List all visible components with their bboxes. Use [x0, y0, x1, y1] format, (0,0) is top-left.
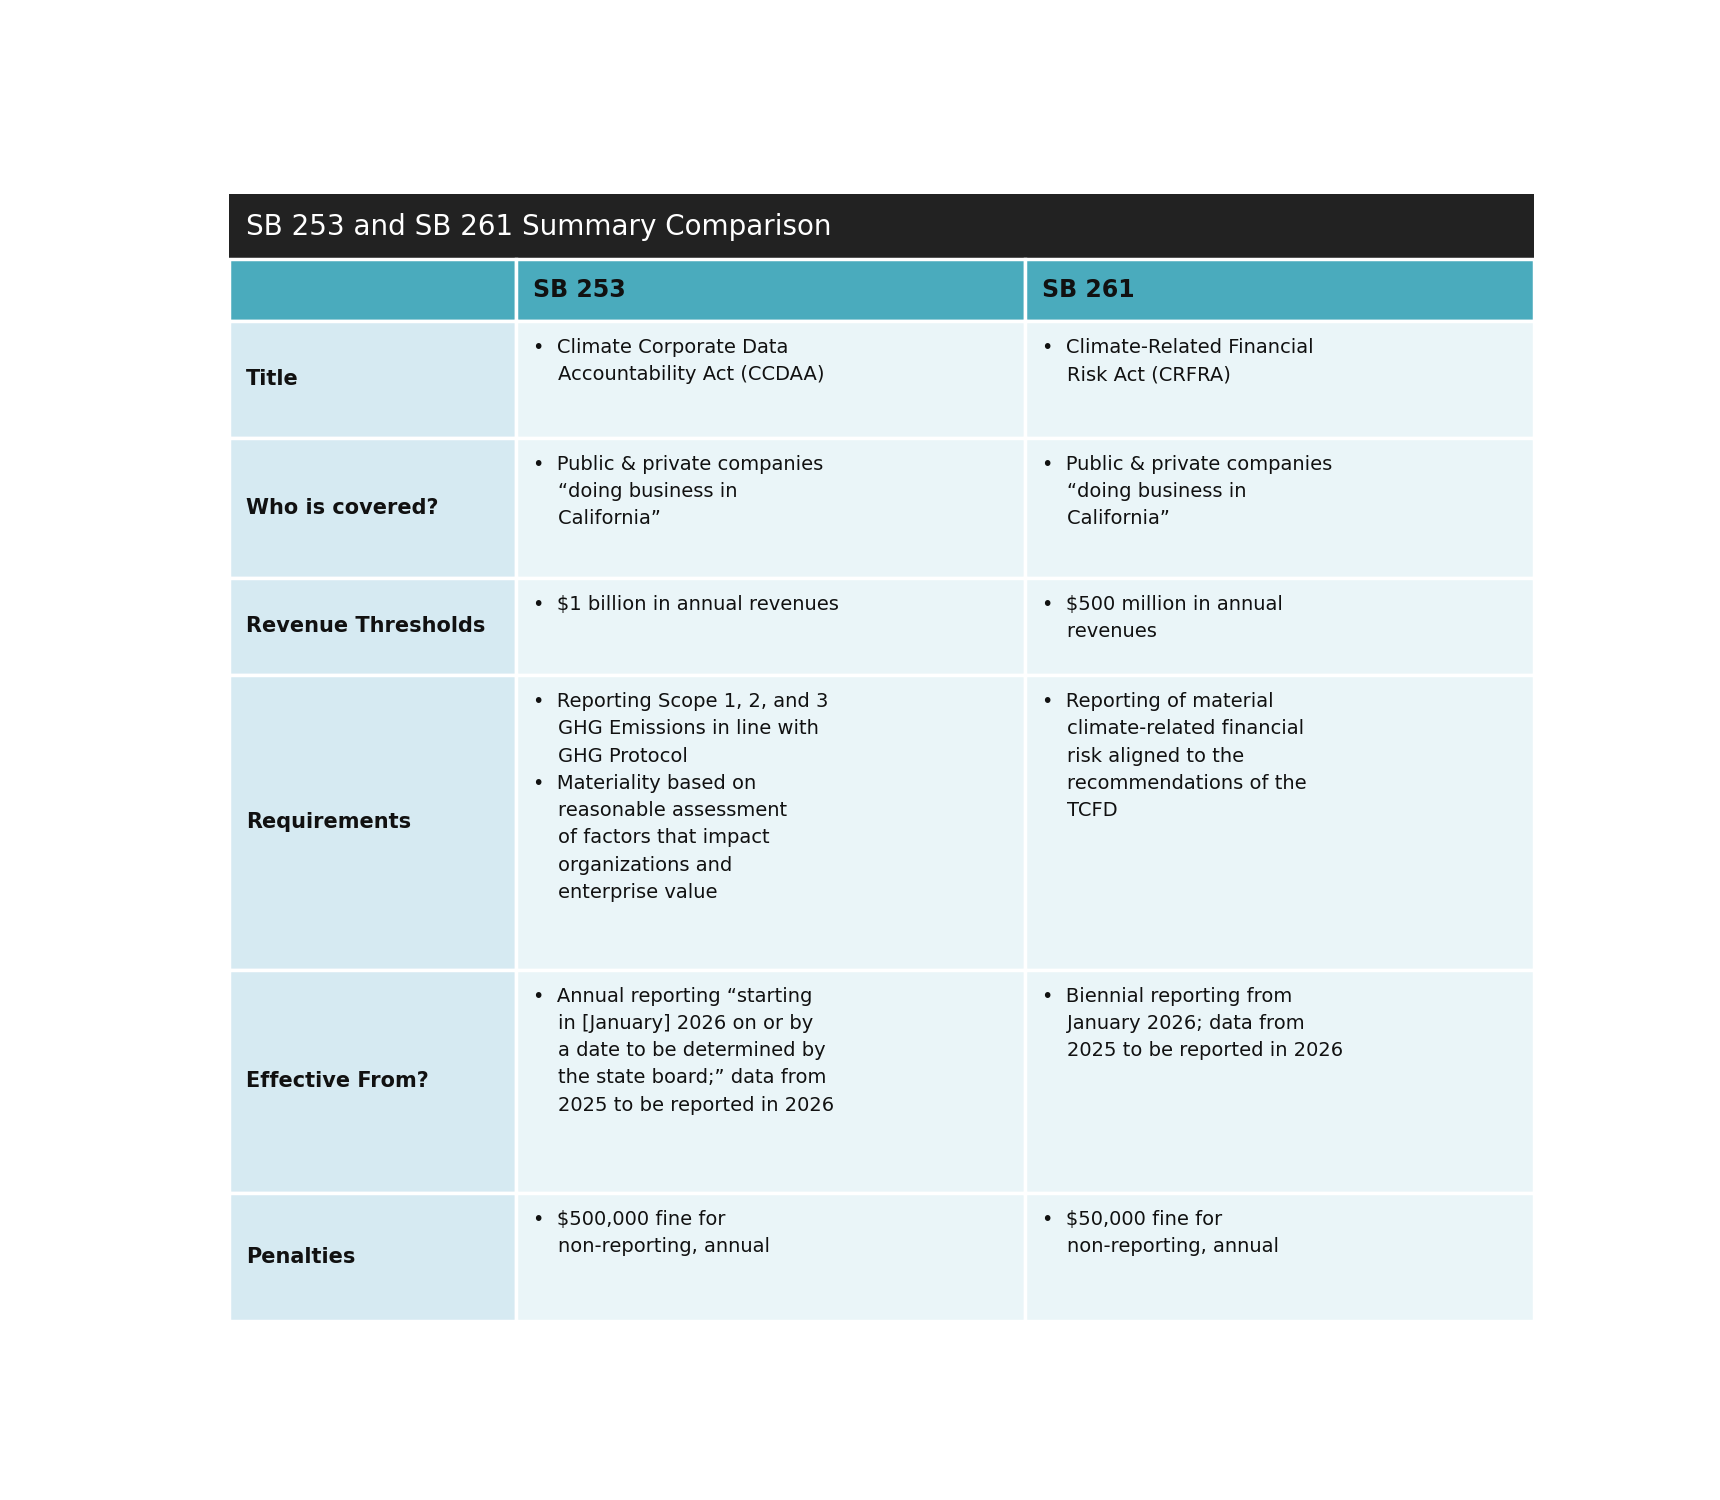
Text: •  Climate Corporate Data
    Accountability Act (CCDAA): • Climate Corporate Data Accountability …	[533, 338, 824, 384]
Bar	[1025, 969, 1534, 1192]
Bar	[516, 578, 1025, 675]
Bar	[229, 675, 516, 969]
Bar	[1025, 578, 1534, 675]
Bar	[516, 260, 1025, 321]
Bar	[1025, 675, 1534, 969]
Bar	[229, 194, 1534, 260]
Bar	[516, 321, 1025, 438]
Text: •  Reporting of material
    climate-related financial
    risk aligned to the
 : • Reporting of material climate-related …	[1042, 692, 1307, 820]
Bar	[229, 969, 516, 1192]
Bar	[229, 260, 516, 321]
Bar	[1025, 438, 1534, 578]
Bar	[516, 1192, 1025, 1322]
Text: •  $500 million in annual
    revenues: • $500 million in annual revenues	[1042, 594, 1283, 640]
Text: Title: Title	[246, 369, 299, 390]
Bar	[1025, 1192, 1534, 1322]
Text: Requirements: Requirements	[246, 813, 411, 832]
Bar	[1025, 321, 1534, 438]
Text: Revenue Thresholds: Revenue Thresholds	[246, 616, 485, 636]
Text: Penalties: Penalties	[246, 1246, 356, 1268]
Text: •  Annual reporting “starting
    in [January] 2026 on or by
    a date to be de: • Annual reporting “starting in [January…	[533, 987, 834, 1114]
Bar	[229, 1192, 516, 1322]
Bar	[229, 321, 516, 438]
Bar	[516, 675, 1025, 969]
Bar	[229, 578, 516, 675]
Text: •  Biennial reporting from
    January 2026; data from
    2025 to be reported i: • Biennial reporting from January 2026; …	[1042, 987, 1343, 1060]
Bar	[516, 438, 1025, 578]
Text: •  $1 billion in annual revenues: • $1 billion in annual revenues	[533, 594, 839, 613]
Text: Effective From?: Effective From?	[246, 1071, 428, 1092]
Bar	[229, 438, 516, 578]
Text: •  $50,000 fine for
    non-reporting, annual: • $50,000 fine for non-reporting, annual	[1042, 1210, 1280, 1255]
Text: •  $500,000 fine for
    non-reporting, annual: • $500,000 fine for non-reporting, annua…	[533, 1210, 771, 1255]
Bar	[1025, 260, 1534, 321]
Text: SB 261: SB 261	[1042, 278, 1135, 302]
Text: •  Reporting Scope 1, 2, and 3
    GHG Emissions in line with
    GHG Protocol
•: • Reporting Scope 1, 2, and 3 GHG Emissi…	[533, 692, 829, 902]
Text: •  Public & private companies
    “doing business in
    California”: • Public & private companies “doing busi…	[533, 454, 824, 528]
Text: •  Climate-Related Financial
    Risk Act (CRFRA): • Climate-Related Financial Risk Act (CR…	[1042, 338, 1314, 384]
Text: SB 253: SB 253	[533, 278, 626, 302]
Text: Who is covered?: Who is covered?	[246, 498, 439, 517]
Bar	[516, 969, 1025, 1192]
Text: •  Public & private companies
    “doing business in
    California”: • Public & private companies “doing busi…	[1042, 454, 1333, 528]
Text: SB 253 and SB 261 Summary Comparison: SB 253 and SB 261 Summary Comparison	[246, 213, 831, 240]
